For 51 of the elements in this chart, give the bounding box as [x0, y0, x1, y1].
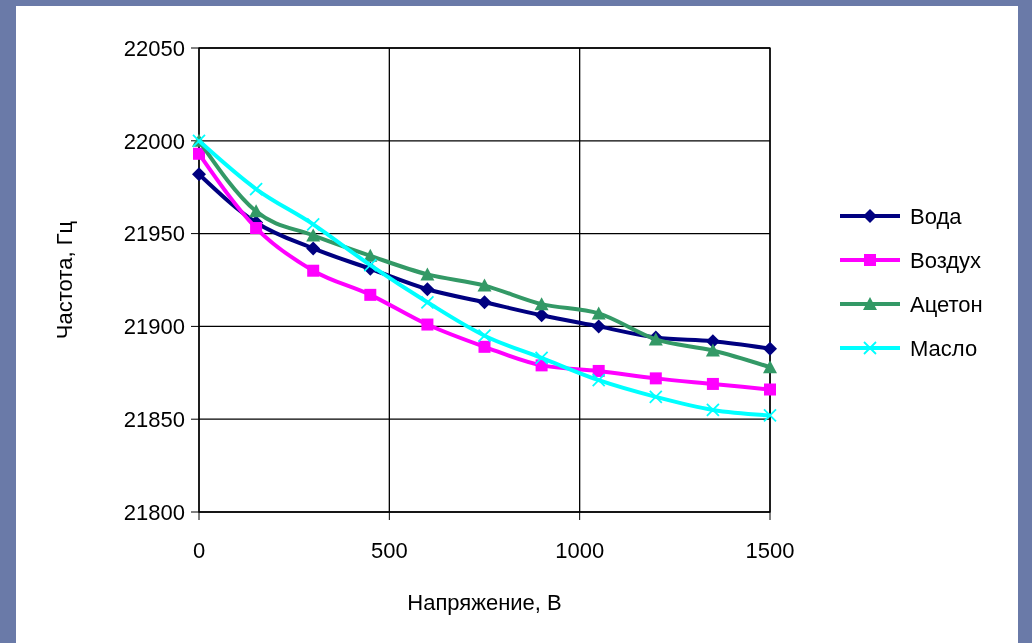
- y-tick-label: 21950: [123, 221, 185, 247]
- legend-label: Вода: [910, 203, 963, 229]
- point: [306, 228, 321, 242]
- point: [477, 278, 492, 292]
- legend-label: Масло: [910, 335, 978, 361]
- point: [648, 390, 663, 404]
- point: [706, 377, 719, 390]
- point: [706, 403, 720, 417]
- point: [477, 295, 492, 310]
- point: [193, 147, 205, 160]
- point: [306, 241, 321, 256]
- point: [249, 182, 263, 196]
- point: [534, 297, 549, 311]
- point: [534, 351, 549, 365]
- y-tick-label: 21900: [123, 314, 185, 340]
- point: [307, 264, 320, 277]
- x-tick-label: 1500: [745, 538, 795, 563]
- point: [478, 340, 491, 353]
- point: [477, 328, 492, 343]
- point: [591, 319, 606, 334]
- point: [649, 372, 662, 385]
- point: [192, 167, 206, 182]
- point: [534, 308, 549, 323]
- point: [705, 334, 720, 349]
- x-axis-title: Напряжение, В: [407, 590, 562, 615]
- point: [763, 408, 777, 423]
- point: [592, 364, 605, 377]
- point: [591, 373, 606, 388]
- x-tick-label: 1000: [555, 538, 605, 563]
- point: [763, 360, 777, 374]
- y-axis-title: Частота, Гц: [52, 220, 77, 340]
- point: [420, 295, 435, 310]
- y-tick-label: 22050: [123, 35, 185, 61]
- y-tick-label: 22000: [123, 128, 185, 154]
- x-tick-label: 500: [370, 538, 408, 563]
- y-tick-label: 21850: [123, 406, 185, 432]
- legend-label: Ацетон: [910, 291, 983, 317]
- point: [764, 383, 776, 396]
- point: [420, 267, 435, 281]
- point: [705, 343, 720, 357]
- point: [306, 217, 321, 232]
- x-tick-label: 0: [192, 538, 206, 563]
- point: [364, 288, 377, 301]
- legend-label: Воздух: [910, 247, 982, 273]
- point: [763, 341, 777, 356]
- y-tick-label: 21800: [123, 499, 185, 525]
- point: [591, 306, 606, 320]
- point: [420, 282, 435, 297]
- point: [250, 222, 263, 235]
- point: [421, 318, 434, 331]
- point: [249, 204, 264, 218]
